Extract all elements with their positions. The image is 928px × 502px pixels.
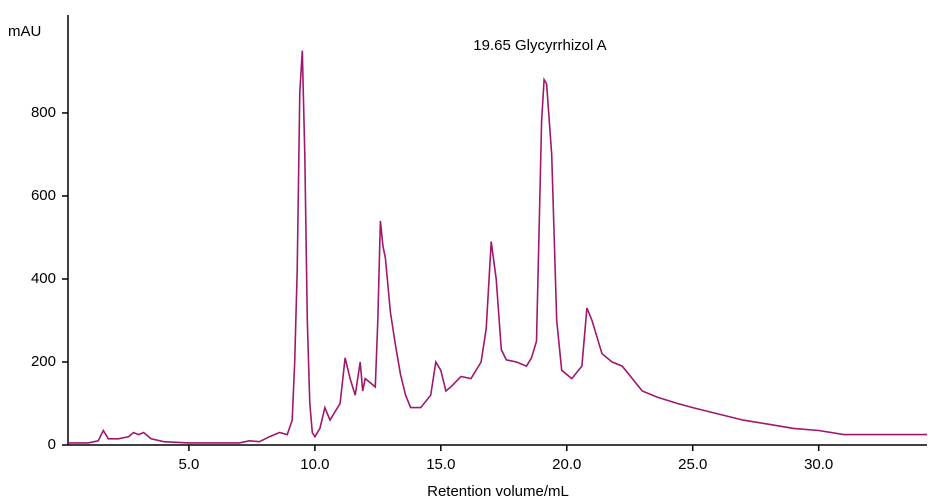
y-tick-label: 200 <box>31 353 56 370</box>
x-tick-label: 25.0 <box>678 456 707 473</box>
x-axis-label: Retention volume/mL <box>427 483 569 500</box>
x-tick-label: 5.0 <box>178 456 199 473</box>
x-tick-label: 10.0 <box>300 456 329 473</box>
x-tick-label: 30.0 <box>804 456 833 473</box>
y-tick-label: 0 <box>48 436 56 453</box>
y-tick-label: 800 <box>31 104 56 121</box>
annotation: 19.65 Glycyrrhizol A <box>473 37 606 54</box>
y-axis-label: mAU <box>8 23 41 40</box>
x-tick-label: 15.0 <box>426 456 455 473</box>
y-tick-label: 400 <box>31 270 56 287</box>
chromatogram-line <box>68 50 927 444</box>
x-tick-label: 20.0 <box>552 456 581 473</box>
y-tick-label: 600 <box>31 187 56 204</box>
